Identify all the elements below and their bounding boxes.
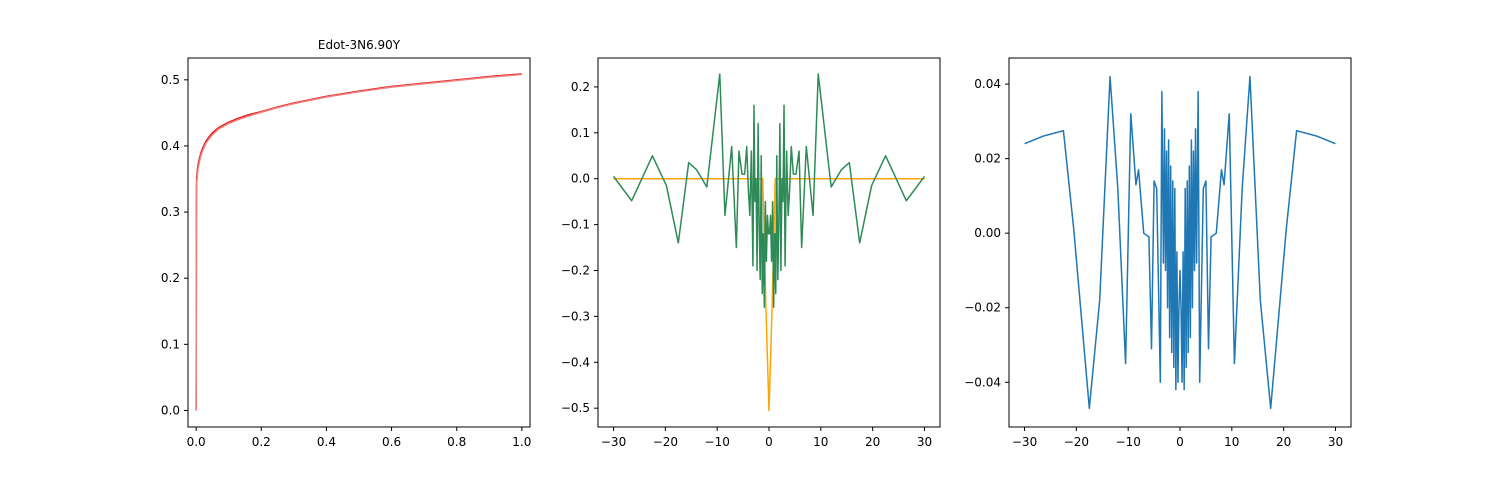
chart-1-y-tick-label: 0.4 (161, 139, 180, 153)
chart-panel-3: −30 −20 −10 0 10 20 30 −0.04 −0.02 0.00 0.02 0.04 (964, 57, 1352, 449)
chart-3-x-tick-label: −10 (1116, 435, 1141, 449)
chart-1-frame (187, 57, 531, 428)
chart-panel-1: Edot-3N6.90Y 0.0 0.2 0.4 0.6 0.8 1.0 0.00.10.… (161, 38, 531, 449)
chart-3-y-tick-label: 0.04 (974, 77, 1001, 91)
chart-2-x-tick-label: −30 (601, 435, 626, 449)
chart-2-y-tick-label: 0.1 (571, 126, 590, 140)
chart-1-x-tick-label: 0.4 (317, 435, 336, 449)
chart-3-y-axis: −0.04 −0.02 0.00 0.02 0.04 (964, 77, 1009, 389)
chart-1-y-tick-label: 0.0 (161, 403, 180, 417)
chart-2-x-tick-label: 10 (813, 435, 828, 449)
chart-2-series-green-series (612, 73, 926, 308)
chart-panel-2: −30 −20 −10 0 10 20 30 −0.5 −0.4 −0.3 −0.2 −0.1 0.0… (561, 57, 941, 449)
chart-1-x-axis: 0.0 0.2 0.4 0.6 0.8 1.0 (187, 427, 531, 449)
chart-3-x-tick-label: −20 (1064, 435, 1089, 449)
chart-1-x-tick-label: 0.0 (187, 435, 206, 449)
chart-2-x-tick-label: 0 (765, 435, 773, 449)
chart-3-x-tick-label: 30 (1328, 435, 1343, 449)
chart-1-y-tick-label: 0.3 (161, 205, 180, 219)
chart-2-x-axis: −30 −20 −10 0 10 20 30 (601, 427, 932, 449)
chart-3-x-tick-label: 20 (1276, 435, 1291, 449)
chart-2-y-tick-label: 0.0 (571, 172, 590, 186)
chart-2-y-tick-label: 0.2 (571, 80, 590, 94)
chart-3-x-tick-label: 10 (1224, 435, 1239, 449)
chart-3-x-tick-label: 0 (1176, 435, 1184, 449)
chart-2-y-tick-label: −0.5 (561, 401, 590, 415)
chart-1-y-axis: 0.0 0.1 0.2 0.3 0.4 0.5 (161, 73, 188, 417)
chart-2-y-tick-label: −0.1 (561, 218, 590, 232)
chart-1-title: Edot-3N6.90Y (318, 38, 401, 52)
chart-1-series-envelope-light (195, 73, 522, 411)
chart-3-plot-area (1024, 75, 1336, 410)
chart-1-y-tick-label: 0.2 (161, 271, 180, 285)
chart-3-x-axis: −30 −20 −10 0 10 20 30 (1012, 427, 1343, 449)
chart-2-y-tick-label: −0.4 (561, 355, 590, 369)
chart-1-y-tick-label: 0.5 (161, 73, 180, 87)
chart-2-plot-area (612, 73, 926, 412)
chart-2-frame (597, 57, 941, 428)
chart-3-y-tick-label: 0.02 (974, 152, 1001, 166)
chart-2-x-tick-label: −10 (705, 435, 730, 449)
chart-3-x-tick-label: −30 (1012, 435, 1037, 449)
chart-1-x-tick-label: 0.2 (252, 435, 271, 449)
chart-3-y-tick-label: 0.00 (974, 226, 1001, 240)
chart-1-y-tick-label: 0.1 (161, 337, 180, 351)
chart-2-x-tick-label: −20 (653, 435, 678, 449)
chart-3-series-blue-series (1024, 75, 1336, 410)
chart-2-y-tick-label: −0.2 (561, 263, 590, 277)
chart-1-x-tick-label: 0.6 (382, 435, 401, 449)
chart-2-y-tick-label: −0.3 (561, 309, 590, 323)
chart-2-y-axis: −0.5 −0.4 −0.3 −0.2 −0.1 0.0 0.1 0.2 (561, 80, 598, 415)
chart-3-y-tick-label: −0.02 (964, 301, 1001, 315)
chart-3-y-tick-label: −0.04 (964, 375, 1001, 389)
chart-1-plot-area (195, 73, 522, 411)
chart-1-x-tick-label: 1.0 (512, 435, 531, 449)
chart-2-series-orange-series (613, 177, 925, 412)
chart-1-x-tick-label: 0.8 (447, 435, 466, 449)
chart-2-x-tick-label: 20 (865, 435, 880, 449)
chart-2-x-tick-label: 30 (917, 435, 932, 449)
chart-3-frame (1008, 57, 1352, 428)
